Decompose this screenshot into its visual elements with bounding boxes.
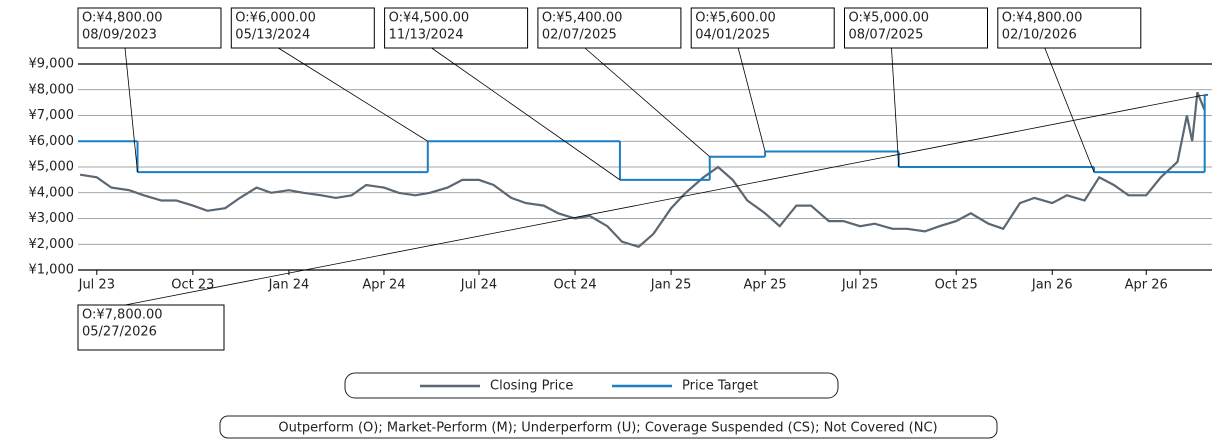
x-tick-label: Jul 23 [78,278,115,293]
y-tick-label: ¥2,000 [29,237,75,252]
footnote: Outperform (O); Market-Perform (M); Unde… [278,421,937,436]
annotation-leader [124,47,138,173]
x-tick-label: Jul 24 [460,278,497,293]
annotation-leader [124,94,1205,306]
annotation-text: O:¥7,800.00 [82,308,163,323]
annotation-leader [584,47,711,158]
x-tick-label: Oct 23 [171,278,214,293]
closing-price-line [79,91,1206,249]
annotation-leader [891,47,900,168]
annotation-text: O:¥6,000.00 [235,11,316,26]
footnote-box [219,415,998,439]
y-tick-label: ¥6,000 [29,134,75,149]
annotation-date: 02/07/2025 [542,28,617,43]
y-tick-label: ¥8,000 [29,82,75,97]
annotation-text: O:¥5,000.00 [849,11,930,26]
annotation-text: O:¥5,400.00 [542,11,623,26]
x-tick-label: Oct 24 [553,278,596,293]
annotation-date: 11/13/2024 [389,28,464,43]
annotation-box [537,7,682,49]
annotation-date: 02/10/2026 [1002,28,1077,43]
legend-label: Closing Price [490,379,573,394]
annotation-leader [737,47,766,152]
y-tick-label: ¥7,000 [29,108,75,123]
y-tick-label: ¥3,000 [29,211,75,226]
x-tick-label: Jan 24 [268,278,310,293]
annotation-box [844,7,988,49]
annotation-date: 08/09/2023 [82,28,157,43]
annotation-text: O:¥4,800.00 [82,11,163,26]
legend-label: Price Target [682,379,758,394]
y-tick-label: ¥1,000 [29,263,75,278]
y-tick-label: ¥4,000 [29,185,75,200]
annotation-date: 08/07/2025 [849,28,924,43]
x-tick-label: Jan 25 [650,278,692,293]
annotation-leader [278,47,429,142]
annotation-box [690,7,835,49]
annotation-date: 04/01/2025 [695,28,770,43]
y-tick-label: ¥5,000 [29,160,75,175]
x-tick-label: Apr 25 [743,278,786,293]
annotation-text: O:¥5,600.00 [695,11,776,26]
annotation-date: 05/13/2024 [235,28,310,43]
x-tick-label: Oct 25 [935,278,978,293]
annotation-date: 05/27/2026 [82,325,157,340]
legend-box [344,372,839,399]
annotation-leader [1044,47,1095,173]
annotation-box [77,304,225,351]
annotation-box [230,7,375,49]
y-tick-label: ¥9,000 [29,57,75,72]
x-tick-label: Apr 26 [1125,278,1168,293]
annotation-box [77,7,222,49]
x-tick-label: Jul 25 [841,278,878,293]
annotation-text: O:¥4,500.00 [389,11,470,26]
annotation-box [997,7,1142,49]
annotation-text: O:¥4,800.00 [1002,11,1083,26]
x-tick-label: Jan 26 [1031,278,1073,293]
annotation-leader [431,47,621,181]
x-tick-label: Apr 24 [362,278,405,293]
annotation-box [384,7,529,49]
